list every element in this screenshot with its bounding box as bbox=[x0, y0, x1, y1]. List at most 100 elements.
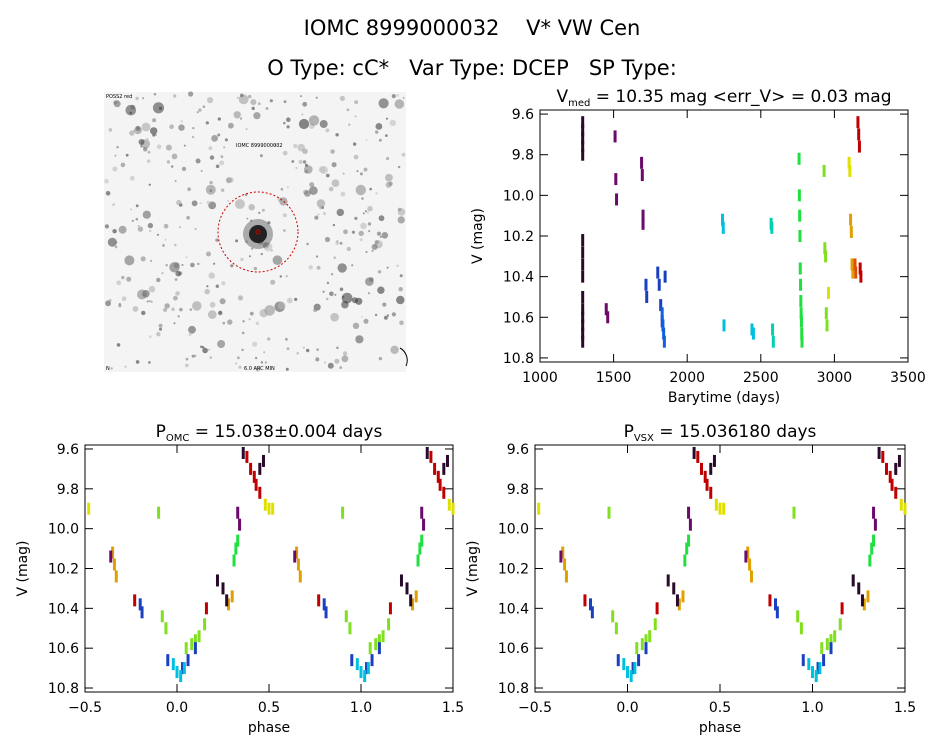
finder-star bbox=[327, 362, 334, 369]
data-point bbox=[860, 594, 864, 607]
finder-star bbox=[309, 186, 318, 195]
data-point bbox=[232, 554, 236, 567]
finder-star bbox=[302, 148, 308, 155]
data-point bbox=[663, 270, 667, 283]
finder-star bbox=[135, 204, 139, 208]
finder-star bbox=[376, 231, 382, 236]
data-point bbox=[399, 574, 403, 587]
finder-star bbox=[385, 134, 388, 137]
plot-title: POMC = 15.038±0.004 days bbox=[156, 422, 383, 444]
finder-star bbox=[124, 255, 135, 266]
data-point bbox=[856, 116, 860, 129]
y-tick-label: 10.0 bbox=[503, 188, 534, 204]
finder-star bbox=[394, 99, 405, 109]
target-marker bbox=[255, 229, 261, 235]
finder-star bbox=[215, 284, 219, 288]
finder-star bbox=[174, 180, 177, 182]
y-tick-label: 9.6 bbox=[512, 107, 534, 123]
finder-star bbox=[154, 133, 157, 137]
y-axis-label: V (mag) bbox=[15, 540, 31, 596]
finder-star bbox=[137, 289, 147, 300]
finder-star bbox=[105, 191, 111, 196]
finder-star bbox=[217, 340, 226, 348]
data-point bbox=[838, 618, 842, 631]
finder-star bbox=[277, 301, 286, 310]
data-point bbox=[114, 570, 118, 583]
finder-star bbox=[219, 298, 226, 305]
data-point bbox=[295, 546, 299, 559]
data-point bbox=[798, 230, 802, 242]
data-point bbox=[607, 506, 611, 519]
finder-star bbox=[267, 221, 271, 225]
finder-star bbox=[302, 160, 307, 164]
data-point bbox=[133, 594, 137, 607]
data-point bbox=[848, 164, 852, 177]
x-tick-label: 0.5 bbox=[709, 700, 731, 716]
y-tick-label: 10.2 bbox=[503, 229, 534, 245]
data-point bbox=[709, 462, 713, 475]
data-point bbox=[799, 295, 803, 308]
data-point bbox=[641, 209, 645, 222]
finder-star bbox=[135, 125, 141, 131]
finder-star bbox=[147, 159, 151, 163]
finder-star bbox=[253, 112, 261, 120]
y-tick-label: 9.6 bbox=[507, 442, 529, 458]
finder-star bbox=[334, 293, 337, 296]
data-point bbox=[258, 462, 262, 475]
finder-star bbox=[263, 351, 266, 354]
data-point bbox=[442, 486, 446, 499]
data-point bbox=[721, 213, 725, 226]
finder-star bbox=[304, 190, 311, 197]
y-tick-label: 10.6 bbox=[48, 641, 79, 657]
finder-compass-arc bbox=[399, 347, 408, 367]
data-point bbox=[854, 266, 858, 279]
data-point bbox=[637, 654, 641, 667]
finder-star bbox=[152, 118, 157, 123]
finder-star bbox=[222, 321, 226, 325]
data-point bbox=[363, 670, 367, 683]
finder-star bbox=[138, 139, 145, 145]
finder-star bbox=[163, 223, 169, 229]
data-point bbox=[744, 550, 748, 563]
finder-star bbox=[153, 92, 157, 96]
data-point bbox=[640, 156, 644, 169]
finder-star bbox=[181, 166, 187, 172]
finder-star bbox=[246, 217, 249, 220]
data-point bbox=[796, 610, 800, 623]
x-tick-label: 1.5 bbox=[894, 700, 916, 716]
finder-star bbox=[171, 153, 178, 160]
finder-star bbox=[285, 275, 288, 278]
finder-star bbox=[362, 212, 365, 215]
finder-star bbox=[188, 91, 194, 97]
finder-star bbox=[208, 348, 211, 351]
data-point bbox=[872, 506, 876, 519]
finder-star bbox=[118, 225, 127, 234]
finder-star bbox=[148, 361, 151, 364]
data-point bbox=[429, 450, 433, 463]
finder-star bbox=[148, 300, 151, 303]
data-point bbox=[799, 622, 803, 635]
finder-star bbox=[190, 262, 195, 268]
data-point bbox=[873, 518, 877, 531]
finder-star bbox=[158, 323, 163, 328]
data-point bbox=[799, 278, 803, 291]
finder-star bbox=[228, 177, 234, 183]
finder-star bbox=[375, 123, 383, 130]
y-tick-label: 10.4 bbox=[48, 601, 79, 617]
finder-star bbox=[295, 166, 298, 170]
finder-star bbox=[206, 200, 211, 205]
finder-star bbox=[382, 302, 387, 307]
finder-star bbox=[197, 262, 200, 266]
finder-star bbox=[194, 227, 197, 230]
data-point bbox=[641, 217, 645, 230]
data-point bbox=[377, 634, 381, 647]
finder-star bbox=[171, 165, 174, 168]
finder-star bbox=[185, 357, 189, 361]
data-point bbox=[640, 638, 644, 651]
finder-star bbox=[318, 166, 326, 173]
finder-star bbox=[233, 111, 241, 119]
finder-star bbox=[363, 167, 368, 172]
finder-star bbox=[254, 356, 258, 360]
finder-star bbox=[244, 193, 248, 197]
data-point bbox=[405, 582, 409, 595]
